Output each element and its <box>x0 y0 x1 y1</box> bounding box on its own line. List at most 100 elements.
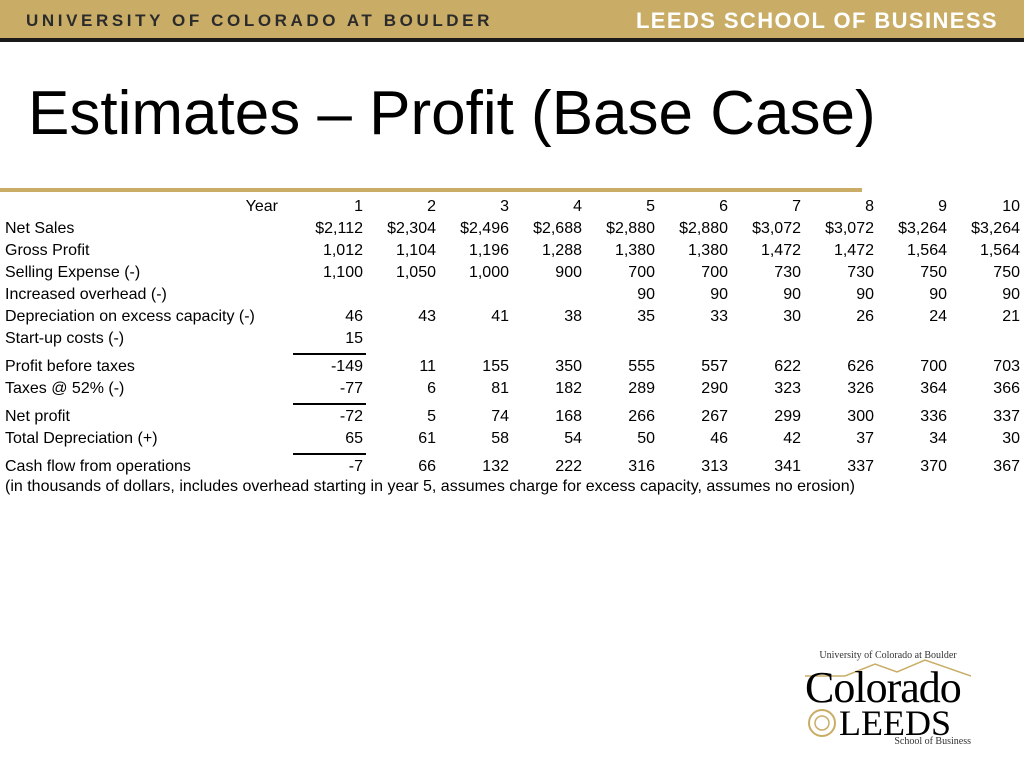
table-cell: 300 <box>847 408 874 425</box>
table-cell: 900 <box>555 264 582 281</box>
table-cell: 132 <box>482 458 509 475</box>
table-cell: 34 <box>929 430 947 447</box>
table-row: Net profit -72 5 74 168 266 267 299 300 336 337 <box>0 403 1024 428</box>
profit-table: Year 1 2 3 4 5 6 7 8 9 10 Net Sales $2,112 $2,304 $2,4… <box>0 196 1024 478</box>
table-cell: 30 <box>783 308 801 325</box>
table-row: Net Sales $2,112 $2,304 $2,496 $2,688 $2,880 $… <box>0 218 1024 240</box>
table-cell: 30 <box>1002 430 1020 447</box>
table-cell: 350 <box>555 358 582 375</box>
table-cell: 336 <box>920 408 947 425</box>
table-cell: 61 <box>418 430 436 447</box>
header-banner: UNIVERSITY OF COLORADO AT BOULDER LEEDS … <box>0 0 1024 42</box>
table-row: Selling Expense (-) 1,100 1,050 1,000 900 700… <box>0 262 1024 284</box>
table-cell: 41 <box>491 308 509 325</box>
table-cell: 367 <box>993 458 1020 475</box>
table-cell: $2,688 <box>533 220 582 237</box>
table-cell: 37 <box>856 430 874 447</box>
table-cell: 266 <box>628 408 655 425</box>
table-cell: -72 <box>339 408 363 425</box>
subtotal-line <box>293 353 366 355</box>
table-cell: $3,072 <box>825 220 874 237</box>
table-cell: 33 <box>710 308 728 325</box>
row-label: Gross Profit <box>5 242 90 259</box>
table-cell: 289 <box>628 380 655 397</box>
table-cell: 1,472 <box>833 242 874 259</box>
table-cell: 66 <box>418 458 436 475</box>
table-cell: 90 <box>929 286 947 303</box>
colorado-leeds-logo: University of Colorado at Boulder Colora… <box>805 650 971 747</box>
table-cell: 54 <box>564 430 582 447</box>
table-cell: 326 <box>847 380 874 397</box>
table-cell: 1,104 <box>395 242 436 259</box>
logo-seal-icon <box>808 709 836 737</box>
table-cell: 626 <box>847 358 874 375</box>
table-row: Taxes @ 52% (-) -77 6 81 182 289 290 323 326 364 3… <box>0 378 1024 400</box>
subtotal-line <box>293 453 366 455</box>
table-cell: 323 <box>774 380 801 397</box>
table-cell: 24 <box>929 308 947 325</box>
slide-title: Estimates – Profit (Base Case) <box>28 79 876 148</box>
subtotal-line <box>293 403 366 405</box>
row-label: Taxes @ 52% (-) <box>5 380 125 397</box>
table-cell: 1,196 <box>468 242 509 259</box>
table-row: Increased overhead (-) 90 90 90 90 90 90 <box>0 284 1024 306</box>
table-row: Gross Profit 1,012 1,104 1,196 1,288 1,380 1,3… <box>0 240 1024 262</box>
table-cell: 364 <box>920 380 947 397</box>
logo-leeds-word: LEEDS <box>839 703 951 743</box>
table-cell: 1,050 <box>395 264 436 281</box>
year-header-cell: 6 <box>719 198 728 215</box>
table-cell: 26 <box>856 308 874 325</box>
university-name: UNIVERSITY OF COLORADO AT BOULDER <box>26 11 493 30</box>
table-row: Cash flow from operations -7 66 132 222 316 31… <box>0 453 1024 478</box>
table-cell: 730 <box>774 264 801 281</box>
row-label: Cash flow from operations <box>5 458 191 475</box>
title-underline <box>0 188 862 192</box>
year-header-cell: 10 <box>1002 198 1020 215</box>
table-cell: 730 <box>847 264 874 281</box>
table-cell: 1,472 <box>760 242 801 259</box>
table-cell: 1,564 <box>979 242 1020 259</box>
table-cell: 21 <box>1002 308 1020 325</box>
table-cell: -7 <box>348 458 363 475</box>
table-cell: 313 <box>701 458 728 475</box>
table-cell: 90 <box>710 286 728 303</box>
table-cell: -149 <box>330 358 363 375</box>
row-label: Profit before taxes <box>5 358 135 375</box>
row-label: Total Depreciation (+) <box>5 430 158 447</box>
table-cell: $3,072 <box>752 220 801 237</box>
table-cell: $3,264 <box>971 220 1020 237</box>
year-header-label: Year <box>245 198 278 215</box>
table-row: Profit before taxes -149 11 155 350 555 557 622… <box>0 353 1024 378</box>
row-label: Net profit <box>5 408 70 425</box>
table-cell: $2,880 <box>606 220 655 237</box>
year-header-cell: 1 <box>354 198 363 215</box>
year-header-cell: 9 <box>938 198 947 215</box>
table-cell: 46 <box>710 430 728 447</box>
table-cell: 58 <box>491 430 509 447</box>
table-cell: 35 <box>637 308 655 325</box>
year-header-cell: 3 <box>500 198 509 215</box>
table-cell: 43 <box>418 308 436 325</box>
logo-top-text: University of Colorado at Boulder <box>819 650 957 661</box>
table-cell: 81 <box>491 380 509 397</box>
table-cell: 366 <box>993 380 1020 397</box>
table-cell: 557 <box>701 358 728 375</box>
year-header-cell: 5 <box>646 198 655 215</box>
table-cell: $2,880 <box>679 220 728 237</box>
table-cell: 750 <box>920 264 947 281</box>
table-cell: $3,264 <box>898 220 947 237</box>
table-cell: 11 <box>419 358 436 375</box>
table-cell: 50 <box>637 430 655 447</box>
year-header-cell: 2 <box>427 198 436 215</box>
table-cell: 46 <box>345 308 363 325</box>
table-cell: 299 <box>774 408 801 425</box>
table-cell: $2,496 <box>460 220 509 237</box>
row-label: Increased overhead (-) <box>5 286 167 303</box>
table-cell: 90 <box>856 286 874 303</box>
table-cell: 700 <box>920 358 947 375</box>
table-row: Depreciation on excess capacity (-) 46 43 4… <box>0 306 1024 328</box>
table-cell: 74 <box>491 408 509 425</box>
table-cell: 555 <box>628 358 655 375</box>
table-cell: 182 <box>555 380 582 397</box>
row-label: Depreciation on excess capacity (-) <box>5 308 255 325</box>
